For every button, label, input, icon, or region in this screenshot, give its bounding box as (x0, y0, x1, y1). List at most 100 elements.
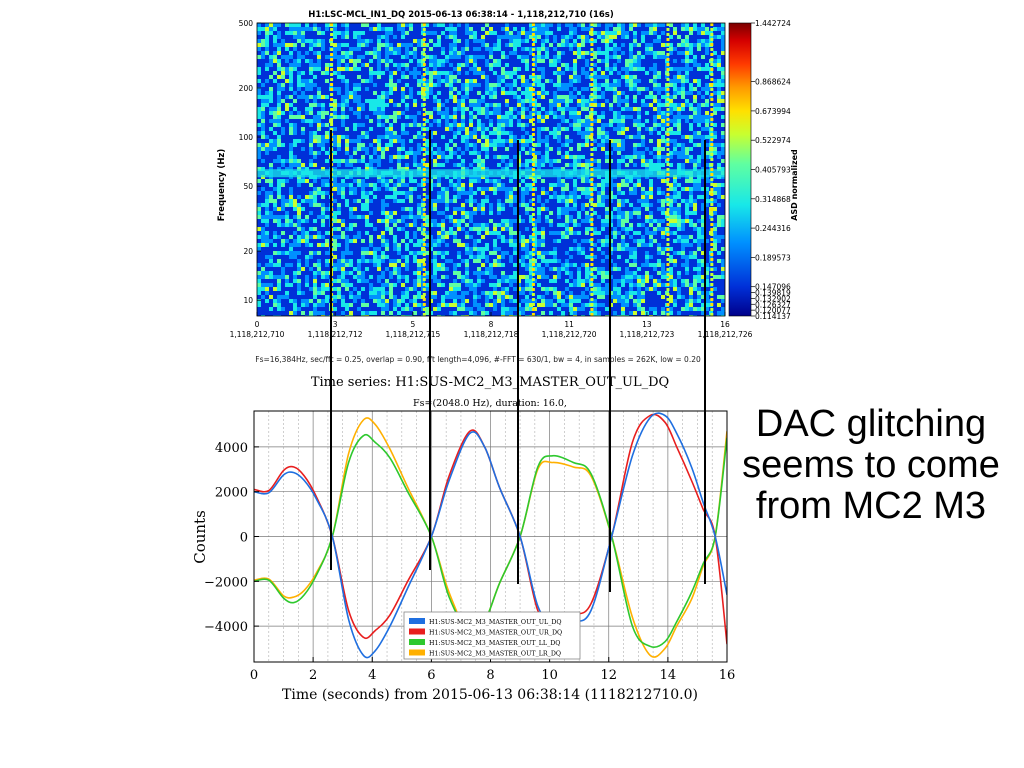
spectrogram-cell (453, 87, 457, 91)
spectrogram-cell (341, 155, 345, 159)
spectrogram-cell (453, 107, 457, 111)
spectrogram-cell (445, 135, 449, 139)
spectrogram-cell (301, 139, 305, 143)
spectrogram-cell (625, 79, 629, 83)
spectrogram-cell (257, 179, 261, 183)
spectrogram-cell (517, 115, 521, 119)
spectrogram-cell (637, 79, 641, 83)
spectrogram-cell (281, 167, 285, 171)
spectrogram-cell (657, 67, 661, 71)
spectrogram-cell (425, 39, 429, 43)
spectrogram-cell (693, 179, 697, 183)
spectrogram-cell (309, 87, 313, 91)
spectrogram-cell (525, 99, 529, 103)
spectrogram-cell (477, 139, 481, 143)
spectrogram-cell (365, 127, 369, 131)
spectrogram-cell (293, 183, 297, 187)
spectrogram-cell (293, 147, 297, 151)
spectrogram-cell (645, 155, 649, 159)
spectrogram-cell (353, 111, 357, 115)
spectrogram-cell (525, 127, 529, 131)
spectrogram-cell (289, 55, 293, 59)
spectrogram-cell (293, 35, 297, 39)
spectrogram-cell (601, 107, 605, 111)
spectrogram-cell (649, 27, 653, 31)
spectrogram-cell (437, 119, 441, 123)
spectrogram-cell (553, 147, 557, 151)
spectrogram-cell (289, 139, 293, 143)
spectrogram-cell (357, 163, 361, 167)
spectrogram-cell (593, 27, 597, 31)
spectrogram-cell (545, 191, 549, 195)
spectrogram-cell (385, 167, 389, 171)
spectrogram-cell (545, 139, 549, 143)
spectrogram-cell (701, 95, 705, 99)
spectrogram-cell (549, 99, 553, 103)
spectrogram-cell (669, 131, 673, 135)
spectrogram-cell (529, 151, 533, 155)
spectrogram-cell (309, 179, 313, 183)
spectrogram-cell (617, 131, 621, 135)
spectrogram-cell (565, 179, 569, 183)
spectrogram-cell (573, 103, 577, 107)
spectrogram-cell (357, 135, 361, 139)
spectrogram-cell (661, 119, 665, 123)
spectrogram-cell (269, 143, 273, 147)
spectrogram-cell (709, 35, 713, 39)
spectrogram-cell (705, 27, 709, 31)
spectrogram-cell (453, 99, 457, 103)
spectrogram-cell (561, 135, 565, 139)
spectrogram-cell (381, 51, 385, 55)
spectrogram-cell (481, 147, 485, 151)
spectrogram-cell (705, 111, 709, 115)
spectrogram-cell (565, 83, 569, 87)
spectrogram-cell (553, 167, 557, 171)
spectrogram-cell (461, 27, 465, 31)
spectrogram-cell (537, 159, 541, 163)
spectrogram-cell (517, 43, 521, 47)
spectrogram-cell (445, 179, 449, 183)
spectrogram-cell (377, 63, 381, 67)
spectrogram-cell (537, 99, 541, 103)
spectrogram-cell (609, 111, 613, 115)
spectrogram-cell (641, 71, 645, 75)
spectrogram-cell (573, 71, 577, 75)
spectrogram-cell (617, 139, 621, 143)
spectrogram-cell (601, 115, 605, 119)
spectrogram-cell (317, 91, 321, 95)
spectrogram-cell (377, 187, 381, 191)
spectrogram-cell (681, 39, 685, 43)
spectrogram-cell (381, 83, 385, 87)
spectrogram-cell (577, 155, 581, 159)
spectrogram-cell (333, 135, 337, 139)
spectrogram-cell (317, 115, 321, 119)
spectrogram-cell (453, 115, 457, 119)
spectrogram-cell (273, 103, 277, 107)
spectrogram-cell (513, 139, 517, 143)
spectrogram-cell (317, 127, 321, 131)
spectrogram-cell (697, 155, 701, 159)
spectrogram-cell (405, 143, 409, 147)
spectrogram-cell (489, 159, 493, 163)
spectrogram-cell (409, 75, 413, 79)
spectrogram-cell (489, 183, 493, 187)
spectrogram-cell (645, 79, 649, 83)
spectrogram-cell (317, 63, 321, 67)
spectrogram-cell (585, 147, 589, 151)
spectrogram-cell (325, 103, 329, 107)
spectrogram-cell (653, 51, 657, 55)
spectrogram-cell (673, 123, 677, 127)
spectrogram-cell (333, 127, 337, 131)
spectrogram-cell (713, 131, 717, 135)
spectrogram-cell (397, 163, 401, 167)
spectrogram-cell (421, 55, 425, 59)
spectrogram-cell (441, 55, 445, 59)
spectrogram-cell (693, 187, 697, 191)
spectrogram-cell (353, 35, 357, 39)
spectrogram-cell (325, 71, 329, 75)
spectrogram-cell (377, 115, 381, 119)
spectrogram-cell (605, 155, 609, 159)
spectrogram-cell (453, 111, 457, 115)
spectrogram-cell (669, 135, 673, 139)
spectrogram-cell (405, 75, 409, 79)
